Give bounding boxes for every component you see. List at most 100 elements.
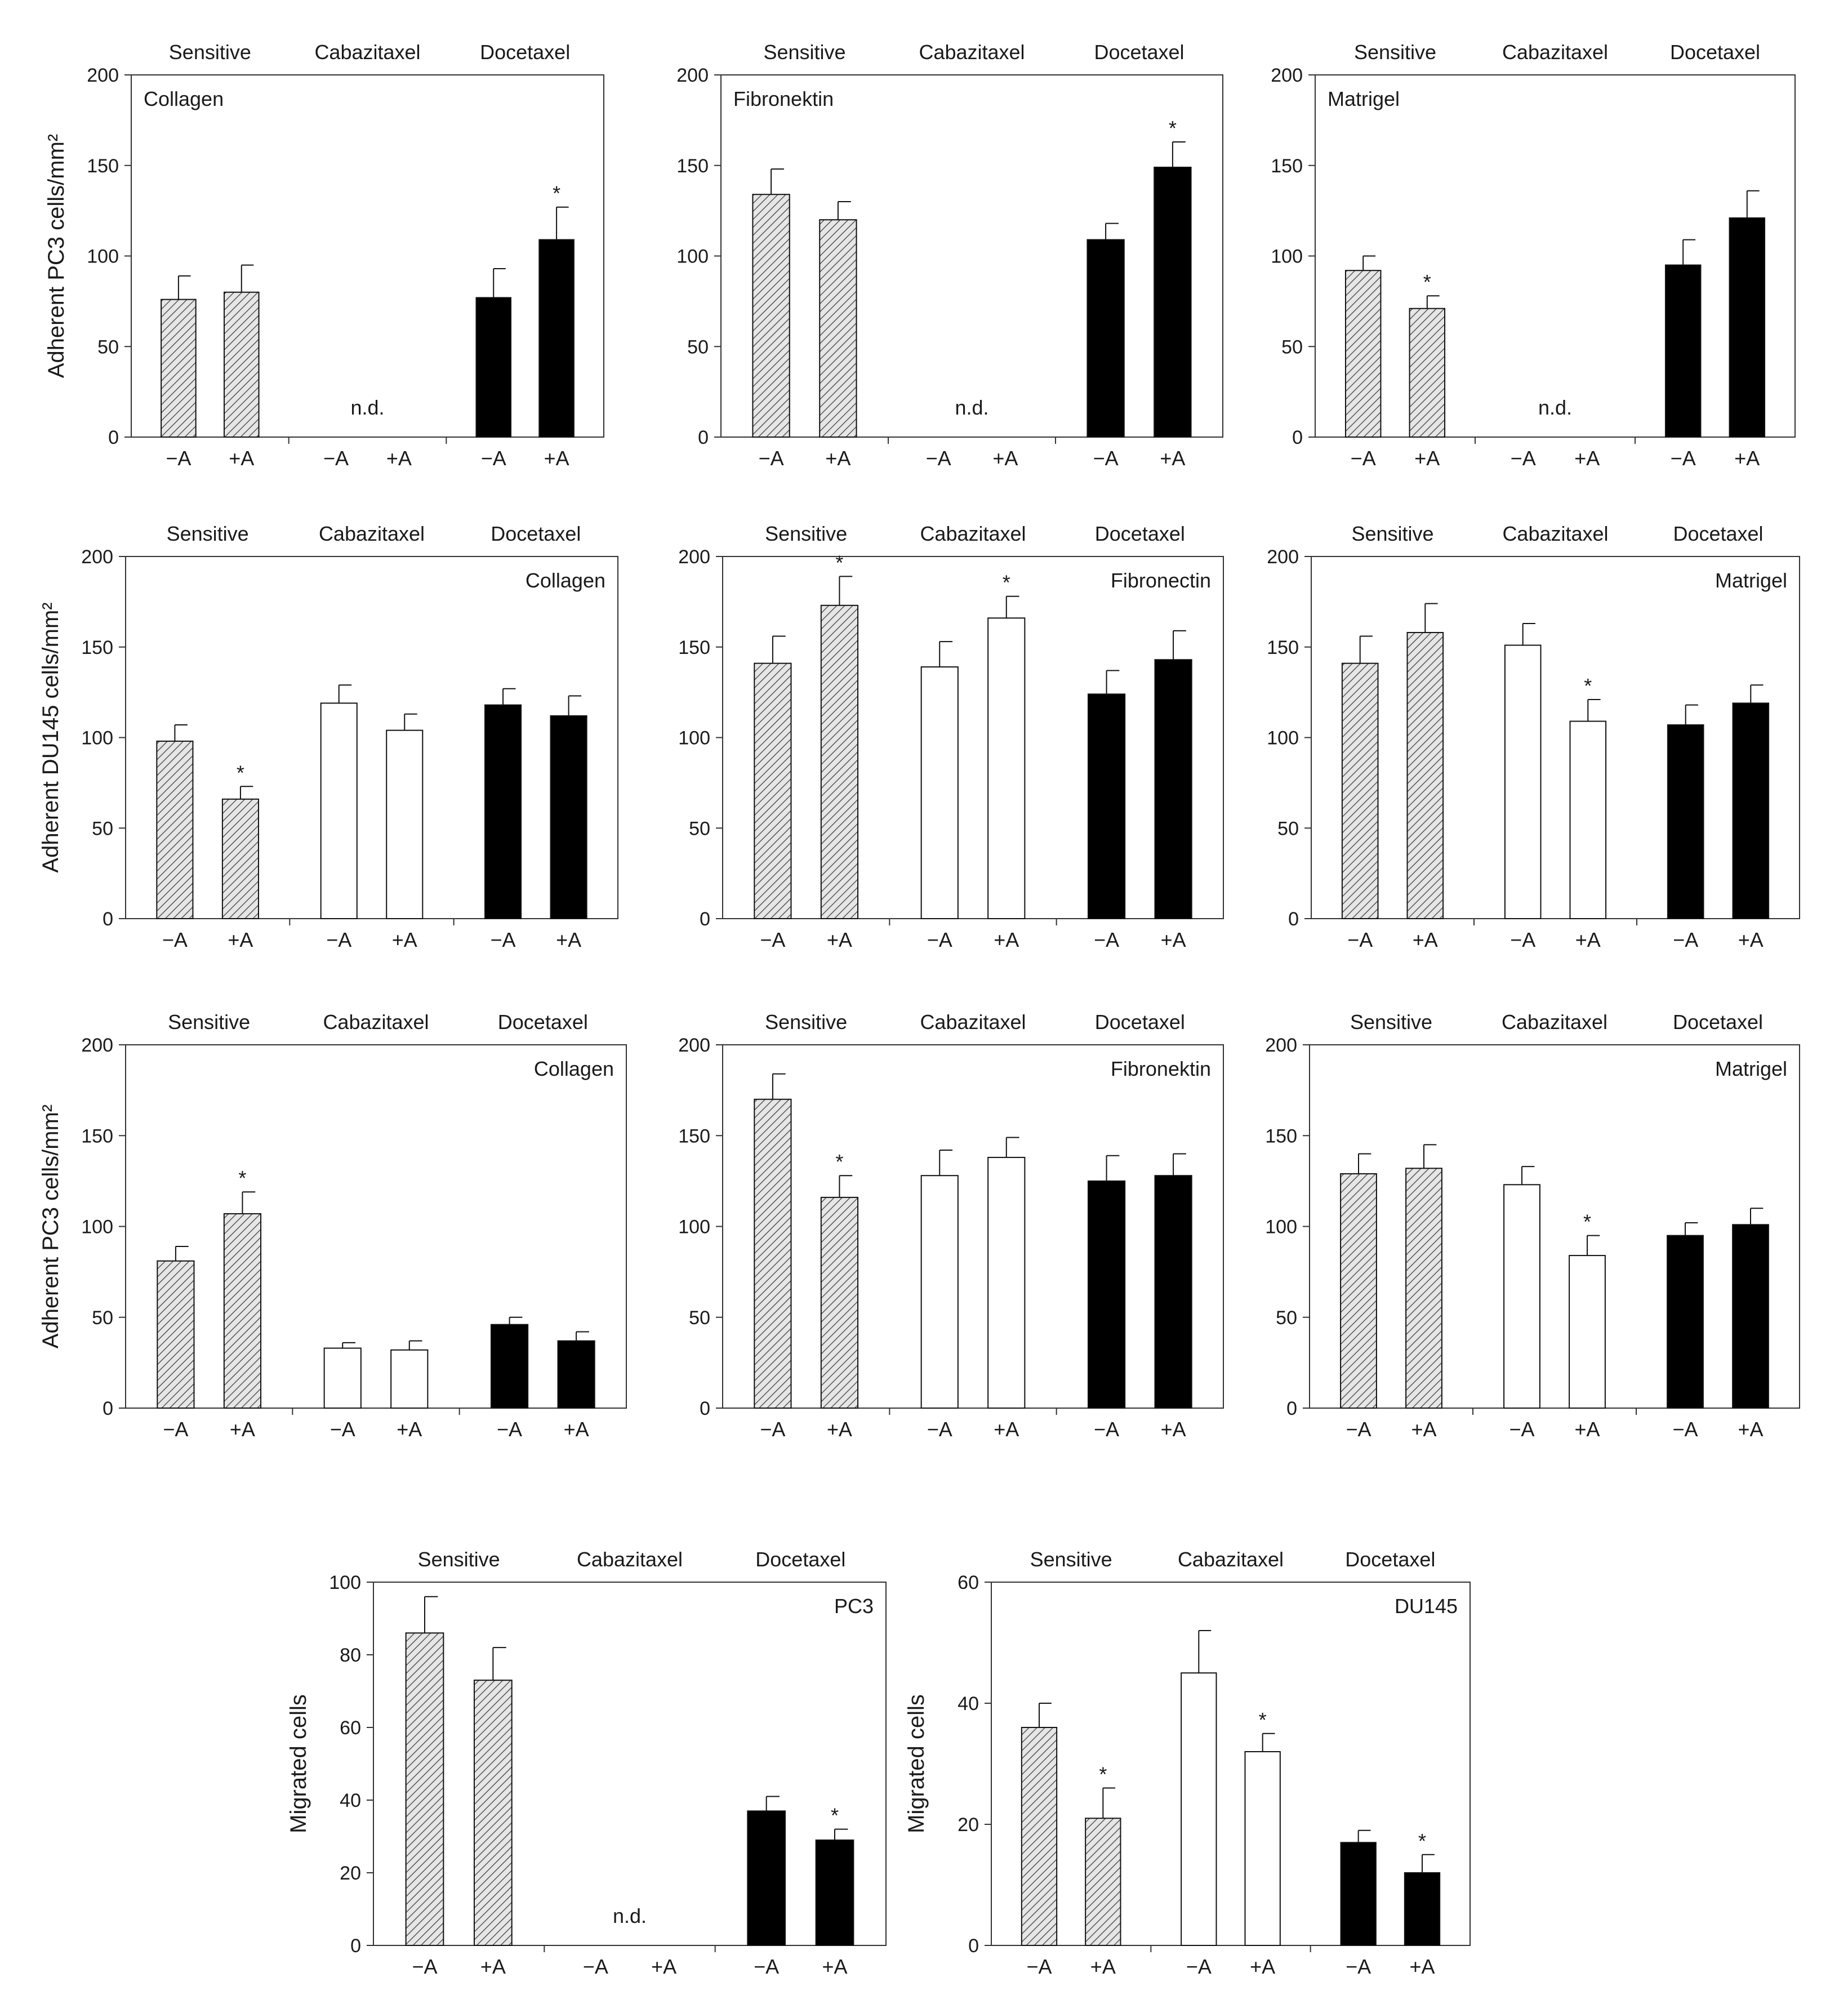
y-tick-label: 200 [678,1035,710,1056]
bar-label: +A [651,1955,676,1978]
bar-docetaxel-minus-a [1087,1180,1126,1409]
nd-label: n.d. [350,396,384,419]
y-tick-label: 150 [1271,155,1303,177]
bar-label: +A [1738,1418,1763,1441]
significance-marker: * [1584,674,1592,697]
significance-marker: * [831,1804,839,1827]
bar-cabazitaxel-minus-a [920,666,959,919]
bar-label: +A [1161,928,1186,951]
bar-label: −A [760,1418,785,1441]
y-tick-label: 0 [103,909,113,930]
y-tick-label: 200 [1267,546,1299,568]
chart-d2: 0 20 40 60 Migrated cells DU145 Sensitive −A +A *… [904,1548,1471,1978]
y-tick-label: 100 [81,1217,113,1238]
bar-sensitive-minus-a [754,662,792,920]
bar-docetaxel-plus-a [1154,1175,1192,1409]
plot-frame [373,1582,887,1946]
bar-label: +A [1575,928,1601,951]
group-label-docetaxel: Docetaxel [755,1548,845,1571]
bar-label: −A [412,1955,437,1978]
bar-sensitive-plus-a [1409,308,1446,438]
bar-sensitive-minus-a [157,1260,195,1409]
bar-label: +A [1414,447,1440,470]
y-tick-label: 50 [92,1307,113,1329]
chart-b1: 0 50 100 150 200 Adherent DU145 cells/mm² Coll… [38,522,618,951]
y-tick-label: 0 [1288,909,1299,930]
bar-sensitive-minus-a [754,1098,792,1409]
chart-c2: 0 50 100 150 200 Fibronektin Sensitive −A +A * Cab… [678,1010,1224,1441]
group-label-docetaxel: Docetaxel [1670,41,1760,64]
y-axis-label: Adherent PC3 cells/mm² [44,134,69,378]
y-tick-label: 0 [700,909,710,930]
panel-title: Matrigel [1715,1057,1787,1080]
y-tick-label: 150 [1267,637,1299,658]
group-label-sensitive: Sensitive [418,1548,500,1571]
bar-docetaxel-plus-a [1154,166,1192,438]
bar-label: −A [926,447,951,470]
bar-docetaxel-plus-a [557,1340,595,1409]
y-tick-label: 0 [108,427,119,448]
bar-sensitive-plus-a [223,1213,262,1409]
bar-label: −A [163,1418,188,1441]
chart-d1: 0 20 40 60 80 100 Migrated cells PC3 Sensitive −A… [286,1548,887,1978]
y-tick-label: 0 [968,1935,979,1957]
bar-label: +A [228,928,253,951]
bar-label: −A [1351,447,1376,470]
bar-label: −A [1671,447,1696,470]
panel-title: Matrigel [1328,87,1400,110]
plot-frame [991,1582,1471,1946]
bar-docetaxel-minus-a [490,1324,529,1409]
group-label-docetaxel: Docetaxel [1094,41,1184,64]
bar-label: +A [1574,447,1600,470]
y-tick-label: 50 [97,336,119,358]
bar-label: +A [1161,1418,1186,1441]
significance-marker: * [237,761,244,784]
bar-cabazitaxel-minus-a [323,1347,362,1409]
significance-marker: * [1423,270,1431,293]
chart-a1: 0 50 100 150 200 Adherent PC3 cells/mm² Collag… [44,41,604,470]
y-axis-label: Adherent DU145 cells/mm² [38,602,63,872]
bar-label: −A [166,447,191,470]
y-tick-label: 40 [958,1693,979,1714]
group-label-sensitive: Sensitive [763,41,845,64]
bar-label: +A [1734,447,1760,470]
y-tick-label: 20 [958,1814,979,1836]
group-label-docetaxel: Docetaxel [1673,522,1763,545]
bar-label: −A [1510,928,1535,951]
significance-marker: * [238,1166,246,1190]
bar-label: +A [229,447,254,470]
bar-docetaxel-plus-a [1404,1872,1441,1946]
y-tick-label: 100 [1271,246,1303,268]
bar-label: +A [822,1955,847,1978]
bar-sensitive-plus-a [1405,1168,1442,1409]
bar-label: −A [1672,1418,1698,1441]
bar-sensitive-plus-a [820,1196,859,1409]
y-axis-label: Migrated cells [286,1694,311,1833]
bar-docetaxel-plus-a [1732,1224,1769,1409]
group-label-sensitive: Sensitive [168,1010,250,1034]
significance-marker: * [1583,1210,1591,1233]
y-tick-label: 100 [1267,728,1299,749]
bar-label: −A [583,1955,608,1978]
bar-label: −A [162,928,188,951]
group-label-sensitive: Sensitive [1354,41,1436,64]
chart-a3: 0 50 100 150 200 Matrigel Sensitive −A +A * Cabazi… [1271,41,1796,470]
bar-label: +A [1574,1418,1600,1441]
y-tick-label: 0 [1286,1398,1297,1419]
panel-title: Matrigel [1715,569,1787,592]
group-label-docetaxel: Docetaxel [480,41,570,64]
bar-label: +A [1413,928,1438,951]
significance-marker: * [553,182,560,205]
bar-label: +A [1250,1955,1275,1978]
bar-label: +A [392,928,417,951]
group-label-docetaxel: Docetaxel [1673,1010,1763,1034]
bar-docetaxel-minus-a [1086,239,1125,438]
nd-label: n.d. [955,396,988,419]
group-label-cabazitaxel: Cabazitaxel [1502,1010,1607,1034]
y-tick-label: 200 [678,546,710,568]
nd-label: n.d. [613,1904,647,1927]
bar-label: −A [1346,1418,1371,1441]
group-label-sensitive: Sensitive [1350,1010,1432,1034]
panel-title: Fibronectin [1111,569,1211,592]
